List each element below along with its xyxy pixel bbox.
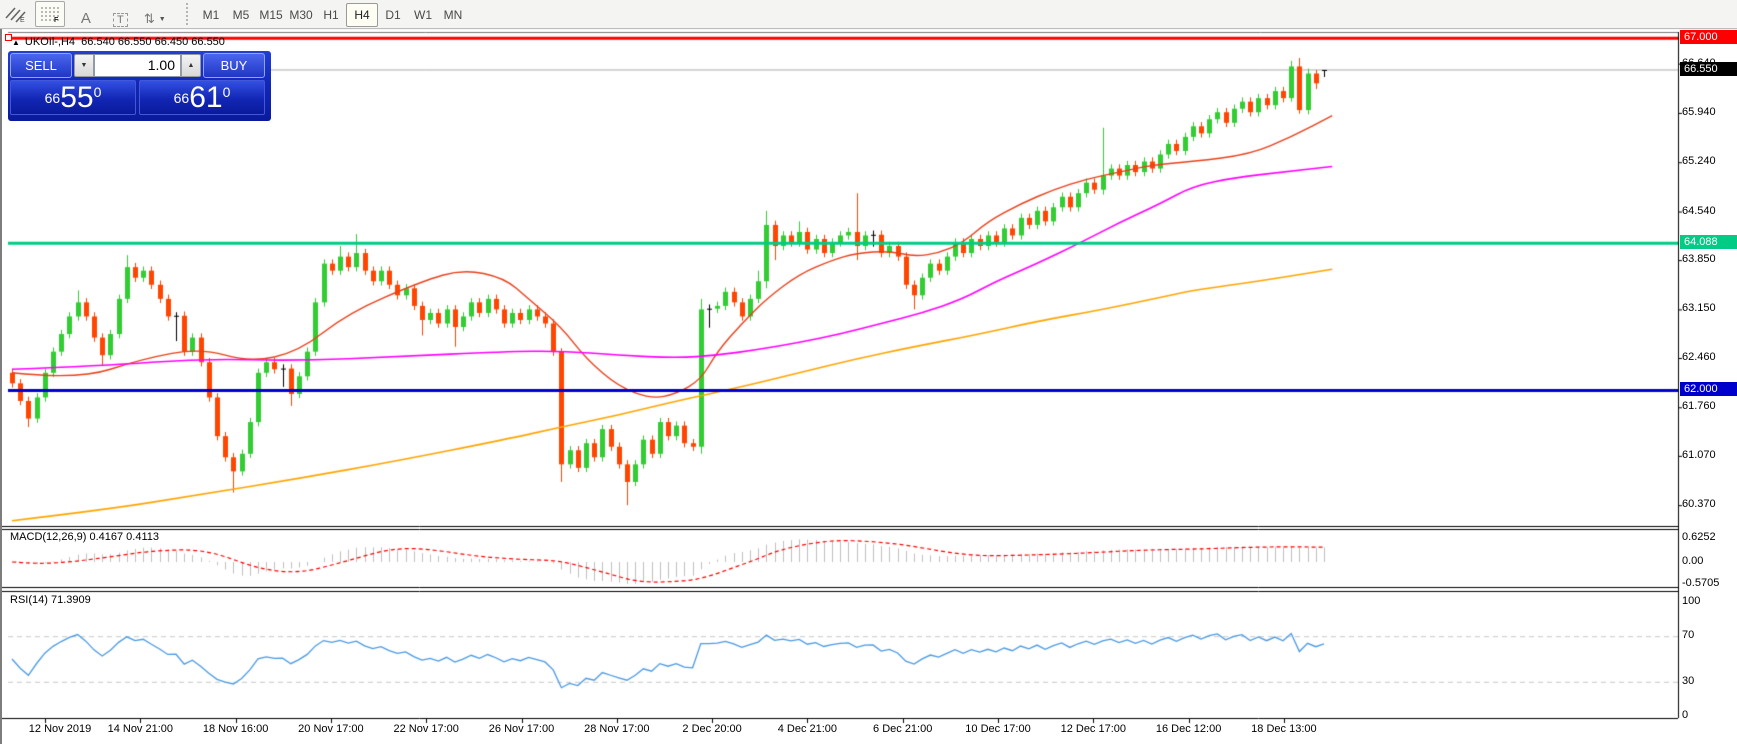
price-axis-badge: 66.550 [1680,61,1737,76]
time-axis-label: 22 Nov 17:00 [393,723,459,735]
time-axis-label: 6 Dec 21:00 [873,723,933,735]
toolbar: E F A T ⇅ ▼ M1 M5 M15 M30 H1 H4 D1 W1 MN [0,0,1737,29]
hline-selection-marker[interactable] [5,34,12,41]
time-axis-label: 20 Nov 17:00 [298,723,364,735]
volume-input[interactable]: 1.00 [94,54,181,77]
price-axis-label: 60.370 [1682,498,1716,511]
timeframe-button-m30[interactable]: M30 [289,8,313,22]
price-axis-label: 65.240 [1682,155,1716,168]
time-axis-label: 28 Nov 17:00 [584,723,650,735]
collapse-triangle-icon[interactable]: ▲ [12,38,20,47]
price-axis-badge: 64.088 [1680,235,1737,250]
symbol-ohlc-header: ▲ UKOIl-,H4 66.540 66.550 66.450 66.550 [12,36,225,48]
time-axis-label: 2 Dec 20:00 [682,723,742,735]
price-axis-label: 63.850 [1682,253,1716,266]
sell-price-button[interactable]: 66550 [10,80,136,115]
rsi-scale-label: 70 [1682,629,1695,642]
macd-scale-label: -0.5705 [1682,576,1720,589]
price-axis-badge: 62.000 [1680,382,1737,397]
timeframe-button-mn[interactable]: MN [443,8,463,22]
price-axis-label: 61.760 [1682,400,1716,413]
price-axis-label: 61.070 [1682,448,1716,461]
price-axis-badge: 67.000 [1680,30,1737,45]
one-click-trade-panel: SELL ▼ 1.00 ▲ BUY 66550 66610 [8,51,271,121]
toolbar-separator [186,3,188,25]
volume-decrease-button[interactable]: ▼ [74,54,94,77]
window-left-border [0,28,2,744]
ohlc-values: 66.540 66.550 66.450 66.550 [81,36,225,48]
text-label-tool-icon[interactable]: T [106,8,134,32]
price-axis-label: 63.150 [1682,302,1716,315]
sell-price-sup: 0 [93,84,102,100]
timeframe-button-m1[interactable]: M1 [202,8,220,22]
buy-price-button[interactable]: 66610 [139,80,265,115]
trade-panel-row: SELL ▼ 1.00 ▲ BUY [10,53,265,78]
buy-price-sup: 0 [222,84,231,100]
sell-button[interactable]: SELL [10,53,72,78]
timeframe-button-h1[interactable]: H1 [323,8,339,22]
time-axis-label: 26 Nov 17:00 [488,723,555,735]
buy-price-main: 61 [189,81,223,114]
time-axis-label: 16 Dec 12:00 [1155,723,1222,735]
price-axis-label: 65.940 [1682,105,1716,118]
timeframe-button-w1[interactable]: W1 [414,8,432,22]
time-axis-label: 18 Dec 13:00 [1251,723,1317,735]
time-axis-label: 12 Dec 17:00 [1060,723,1127,735]
rsi-scale-label: 100 [1682,595,1701,607]
timeframe-button-m15[interactable]: M15 [259,8,283,22]
timeframe-button-h4[interactable]: H4 [346,3,378,27]
timeframe-button-d1[interactable]: D1 [385,8,401,22]
rsi-scale-label: 30 [1682,674,1695,687]
time-axis-label: 10 Dec 17:00 [965,723,1031,735]
time-axis-label: 4 Dec 21:00 [777,723,838,735]
macd-scale-label: 0.6252 [1682,530,1716,543]
macd-indicator-label: MACD(12,26,9) 0.4167 0.4113 [10,531,159,543]
sell-price-prefix: 66 [44,90,61,106]
volume-increase-button[interactable]: ▲ [181,54,201,77]
price-axis-label: 64.540 [1682,204,1716,217]
time-axis-label: 12 Nov 2019 [28,723,92,735]
text-tool-icon[interactable]: A [80,10,91,27]
svg-text:E: E [20,17,25,23]
buy-price-prefix: 66 [173,90,190,106]
macd-scale-label: 0.00 [1682,555,1704,567]
buy-button[interactable]: BUY [203,53,265,78]
price-axis-label: 62.460 [1682,351,1716,363]
time-axis-label: 18 Nov 16:00 [202,723,269,735]
sell-price-main: 55 [60,81,94,114]
fibonacci-tool-icon[interactable]: F [35,1,66,27]
symbol-title: UKOIl-,H4 [24,36,76,48]
svg-text:F: F [54,17,59,23]
timeframe-group: M1 M5 M15 M30 H1 H4 D1 W1 MN [196,1,468,27]
arrows-tool-icon[interactable]: ⇅ ▼ [143,11,166,26]
equidistant-channel-tool-icon[interactable]: E [1,2,29,26]
time-axis-label: 14 Nov 21:00 [107,723,174,735]
rsi-scale-label: 0 [1682,709,1689,721]
timeframe-button-m5[interactable]: M5 [232,8,250,22]
rsi-indicator-label: RSI(14) 71.3909 [10,594,91,606]
